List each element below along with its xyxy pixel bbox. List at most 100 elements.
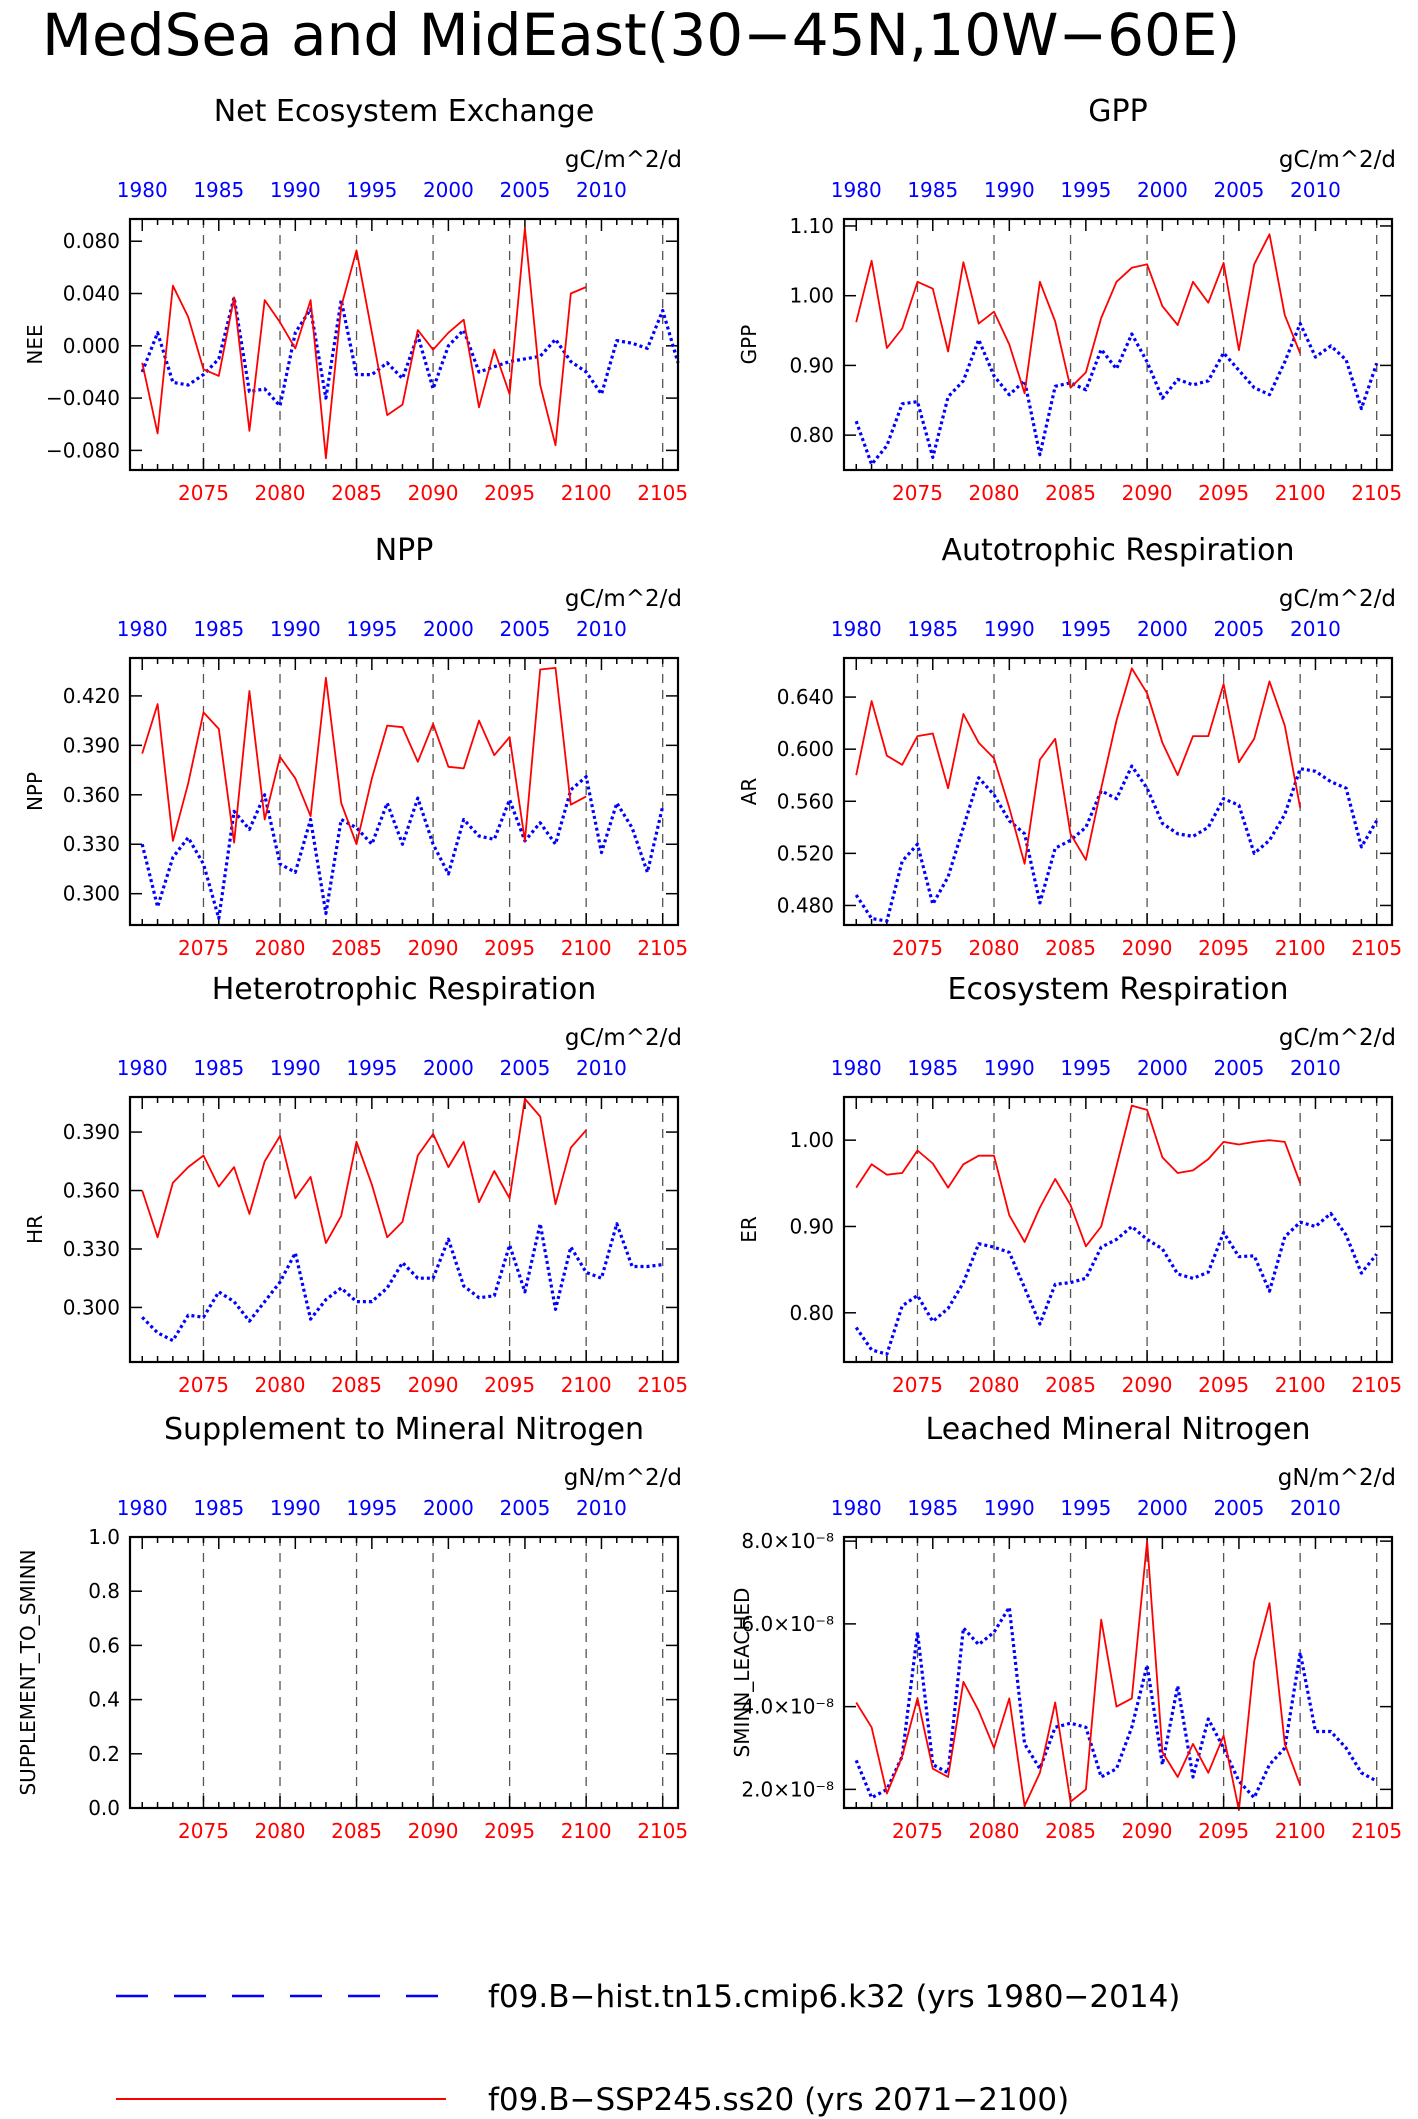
plot-frame <box>128 656 680 927</box>
x-tick-label-top: 1995 <box>346 178 397 202</box>
series-line-ssp <box>141 1098 587 1244</box>
y-tick-label: 1.00 <box>789 1128 834 1152</box>
panel-ar: Autotrophic Respiration gC/m^2/d 2075 2080 2… <box>737 533 1402 960</box>
y-tick-label: 0.4 <box>88 1688 120 1712</box>
units-label: gC/m^2/d <box>565 586 682 612</box>
y-axis-label: SUPPLEMENT_TO_SMINN <box>16 1549 40 1795</box>
x-tick-label-top: 2010 <box>576 617 627 641</box>
x-tick-label-top: 1995 <box>346 1056 397 1080</box>
x-tick-label-top: 1995 <box>346 1496 397 1520</box>
x-tick-label-bottom: 2085 <box>1045 1819 1096 1843</box>
x-tick-label-bottom: 2075 <box>892 1373 943 1397</box>
x-tick-label-top: 1995 <box>1060 617 1111 641</box>
x-tick-label-top: 2000 <box>1137 178 1188 202</box>
x-tick-label-bottom: 2090 <box>1122 481 1173 505</box>
x-tick-label-bottom: 2075 <box>178 936 229 960</box>
x-tick-label-top: 2000 <box>1137 617 1188 641</box>
x-tick-label-bottom: 2080 <box>255 481 306 505</box>
plot-frame <box>128 1095 680 1364</box>
units-label: gC/m^2/d <box>565 147 682 173</box>
y-tick-label: 4.0×10⁻⁸ <box>741 1695 834 1719</box>
x-tick-label-top: 1985 <box>907 178 958 202</box>
x-tick-label-top: 1990 <box>270 617 321 641</box>
series-line-ssp <box>855 667 1302 865</box>
x-tick-label-bottom: 2100 <box>561 481 612 505</box>
x-tick-label-top: 2005 <box>1213 1496 1264 1520</box>
x-tick-label-top: 1980 <box>117 178 168 202</box>
y-tick-label: 0.0 <box>88 1796 120 1820</box>
y-tick-label: 0.360 <box>63 783 120 807</box>
panel-title: Autotrophic Respiration <box>941 533 1294 568</box>
panel-title: Net Ecosystem Exchange <box>214 94 595 129</box>
x-tick-label-bottom: 2080 <box>969 481 1020 505</box>
units-label: gN/m^2/d <box>564 1465 682 1491</box>
panel-nee: Net Ecosystem Exchange gC/m^2/d 2075 2080 20… <box>23 94 688 505</box>
y-tick-label: 0.360 <box>63 1179 120 1203</box>
panel-sminn-leached: Leached Mineral Nitrogen gN/m^2/d 2075 2080… <box>730 1412 1402 1843</box>
y-tick-label: 0.520 <box>777 841 834 865</box>
panel-title: NPP <box>375 533 434 568</box>
x-tick-label-bottom: 2085 <box>331 1373 382 1397</box>
x-tick-label-bottom: 2075 <box>178 481 229 505</box>
x-tick-label-bottom: 2090 <box>408 481 459 505</box>
y-tick-label: 0.80 <box>789 423 834 447</box>
x-tick-label-bottom: 2105 <box>1351 1373 1402 1397</box>
x-tick-label-top: 2010 <box>576 1496 627 1520</box>
y-tick-label: 2.0×10⁻⁸ <box>741 1777 834 1801</box>
y-tick-label: 0.000 <box>63 334 120 358</box>
x-tick-label-top: 2000 <box>1137 1056 1188 1080</box>
x-tick-label-bottom: 2080 <box>969 1819 1020 1843</box>
y-tick-label: 0.330 <box>63 832 120 856</box>
x-tick-label-top: 1985 <box>193 1496 244 1520</box>
series-line-hist <box>854 322 1379 466</box>
x-tick-label-top: 1990 <box>270 1496 321 1520</box>
series-line-hist <box>140 295 680 408</box>
legend-label: f09.B−SSP245.ss20 (yrs 2071−2100) <box>488 2082 1069 2118</box>
x-tick-label-bottom: 2090 <box>1122 936 1173 960</box>
y-axis-label: ER <box>737 1216 761 1243</box>
y-tick-label: 6.0×10⁻⁸ <box>741 1612 834 1636</box>
x-tick-label-top: 1990 <box>270 1056 321 1080</box>
x-tick-label-top: 1985 <box>193 617 244 641</box>
x-tick-label-bottom: 2075 <box>178 1819 229 1843</box>
x-tick-label-bottom: 2085 <box>1045 1373 1096 1397</box>
x-tick-label-bottom: 2095 <box>484 936 535 960</box>
y-tick-label: 0.330 <box>63 1237 120 1261</box>
x-tick-label-bottom: 2105 <box>637 481 688 505</box>
panel-title: Leached Mineral Nitrogen <box>926 1412 1311 1447</box>
x-tick-label-bottom: 2080 <box>255 1819 306 1843</box>
x-tick-label-bottom: 2085 <box>331 481 382 505</box>
y-axis-label: NPP <box>23 772 47 811</box>
units-label: gC/m^2/d <box>565 1025 682 1051</box>
x-tick-label-top: 2010 <box>576 178 627 202</box>
panel-title: GPP <box>1088 94 1147 129</box>
y-tick-label: 0.080 <box>63 229 120 253</box>
panels: Net Ecosystem Exchange gC/m^2/d 2075 2080 20… <box>16 94 1402 1843</box>
x-tick-label-bottom: 2090 <box>408 1819 459 1843</box>
x-tick-label-top: 1995 <box>1060 1496 1111 1520</box>
y-tick-label: 8.0×10⁻⁸ <box>741 1529 834 1553</box>
x-tick-label-bottom: 2095 <box>1198 1819 1249 1843</box>
x-tick-label-top: 1990 <box>984 178 1035 202</box>
x-tick-label-bottom: 2085 <box>331 936 382 960</box>
y-tick-label: 0.390 <box>63 733 120 757</box>
y-tick-label: 0.2 <box>88 1742 120 1766</box>
y-tick-label: 1.10 <box>789 214 834 238</box>
x-tick-label-bottom: 2105 <box>1351 481 1402 505</box>
x-tick-label-bottom: 2095 <box>1198 1373 1249 1397</box>
x-tick-label-bottom: 2100 <box>1275 1819 1326 1843</box>
x-tick-label-top: 2005 <box>499 1056 550 1080</box>
series-line-ssp <box>855 233 1302 395</box>
x-tick-label-top: 1995 <box>1060 1056 1111 1080</box>
x-tick-label-top: 1980 <box>831 1496 882 1520</box>
y-tick-label: 1.00 <box>789 284 834 308</box>
x-tick-label-top: 1985 <box>907 1496 958 1520</box>
legend: f09.B−hist.tn15.cmip6.k32 (yrs 1980−2014… <box>116 1979 1180 2118</box>
x-tick-label-top: 1995 <box>1060 178 1111 202</box>
panel-title: Supplement to Mineral Nitrogen <box>164 1412 644 1447</box>
x-tick-label-bottom: 2090 <box>408 1373 459 1397</box>
x-tick-label-bottom: 2100 <box>1275 936 1326 960</box>
y-tick-label: 0.6 <box>88 1633 120 1657</box>
x-tick-label-top: 1980 <box>831 617 882 641</box>
x-tick-label-bottom: 2095 <box>1198 481 1249 505</box>
